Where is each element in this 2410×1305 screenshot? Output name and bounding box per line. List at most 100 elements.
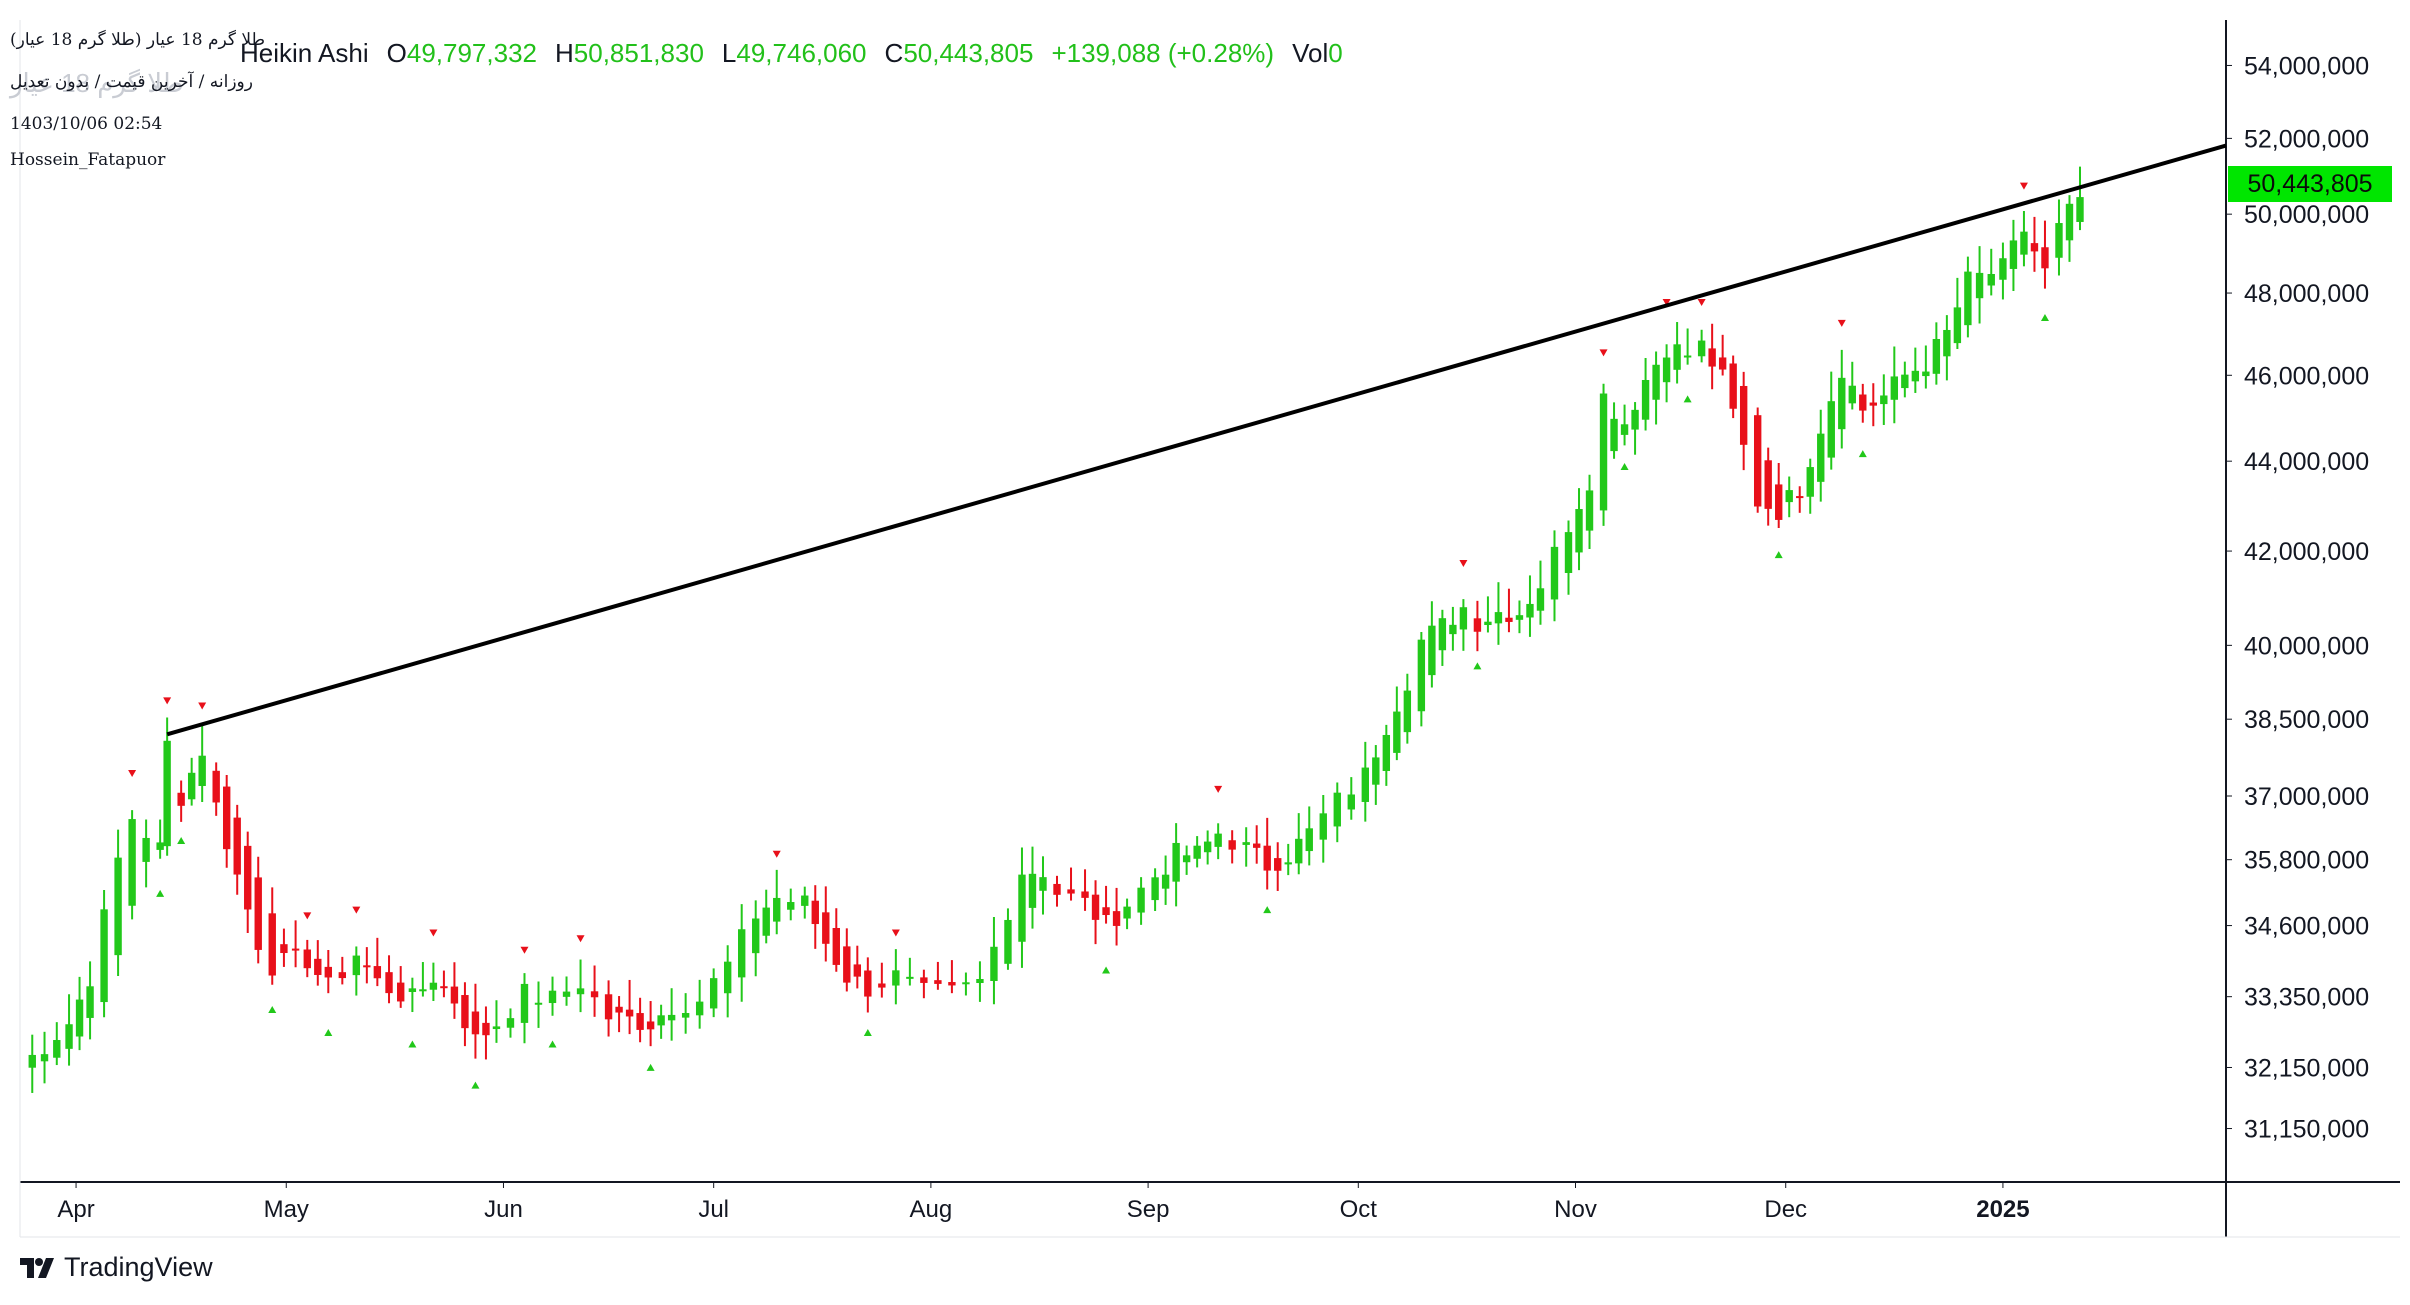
candle-body bbox=[1102, 907, 1110, 916]
candle-up bbox=[2009, 219, 2018, 291]
candle-body bbox=[1838, 377, 1846, 430]
candle-up bbox=[352, 946, 361, 996]
candle-down bbox=[1708, 323, 1716, 390]
candle-body bbox=[303, 949, 311, 969]
candle-up bbox=[1515, 600, 1524, 634]
candle-down bbox=[1081, 869, 1089, 911]
candle-up bbox=[1673, 322, 1681, 384]
candle-up bbox=[695, 979, 704, 1029]
candle-up bbox=[65, 994, 73, 1066]
tradingview-logo[interactable]: TradingView bbox=[20, 1252, 213, 1283]
candle-up bbox=[1428, 601, 1436, 688]
candle-body bbox=[352, 955, 361, 976]
candle-body bbox=[590, 991, 599, 998]
candle-body bbox=[1242, 842, 1250, 845]
candle-up bbox=[1494, 582, 1503, 645]
candle-up bbox=[1137, 877, 1145, 925]
candle-up bbox=[1890, 346, 1899, 424]
candle-up bbox=[1028, 846, 1037, 929]
candle-body bbox=[1112, 911, 1121, 926]
change-value: +139,088 (+0.28%) bbox=[1051, 38, 1275, 68]
low-value: L 49,746,060 bbox=[721, 38, 867, 68]
candle-up bbox=[962, 972, 970, 996]
candle-body bbox=[1708, 348, 1716, 367]
candle-body bbox=[1515, 615, 1524, 620]
candle-body bbox=[280, 944, 288, 954]
candle-body bbox=[28, 1054, 36, 1068]
candle-down bbox=[385, 955, 393, 1004]
candle-body bbox=[429, 982, 438, 990]
trendline-layer[interactable] bbox=[166, 143, 2227, 737]
candle-body bbox=[1067, 889, 1075, 894]
candle-body bbox=[163, 740, 171, 847]
y-axis-ticks: 54,000,000 52,000,000 50,000,000 48,000,000… bbox=[2226, 52, 2369, 1144]
candle-body bbox=[461, 995, 469, 1029]
candle-body bbox=[695, 1001, 704, 1016]
candle-up bbox=[1438, 609, 1447, 666]
pivot-high-marker bbox=[520, 946, 529, 954]
candle-down bbox=[1091, 880, 1100, 945]
candle-body bbox=[1417, 639, 1426, 712]
candle-body bbox=[1305, 828, 1313, 852]
candle-body bbox=[128, 819, 136, 906]
candle-up bbox=[28, 1034, 36, 1093]
candle-down bbox=[450, 962, 459, 1019]
candle-up bbox=[1806, 458, 1814, 514]
candle-down bbox=[1102, 885, 1110, 924]
volume-value: Vol 0 bbox=[1292, 38, 1343, 68]
candle-up bbox=[1039, 856, 1047, 915]
candle-up bbox=[1459, 599, 1468, 651]
candle-body bbox=[832, 928, 840, 965]
candle-body bbox=[2065, 203, 2074, 241]
candle-body bbox=[548, 990, 557, 1004]
candle-up bbox=[100, 890, 108, 1018]
candle-down bbox=[233, 804, 241, 895]
candle-body bbox=[604, 994, 613, 1020]
candle-up bbox=[1631, 402, 1639, 455]
candle-body bbox=[657, 1015, 665, 1026]
candle-down bbox=[864, 957, 872, 1013]
pivot-low-marker bbox=[646, 1063, 655, 1071]
candle-up bbox=[667, 988, 676, 1041]
candle-up bbox=[1922, 345, 1930, 389]
candle-body bbox=[324, 966, 332, 978]
pivot-high-marker bbox=[303, 912, 312, 920]
candle-up bbox=[534, 981, 543, 1028]
candle-up bbox=[429, 962, 438, 1001]
candle-body bbox=[562, 991, 571, 997]
candle-body bbox=[1526, 603, 1534, 618]
candle-body bbox=[948, 982, 956, 986]
candle-body bbox=[1806, 467, 1814, 497]
candle-up bbox=[738, 904, 746, 1002]
candle-down bbox=[471, 983, 480, 1059]
candle-down bbox=[625, 979, 634, 1035]
candle-body bbox=[1274, 858, 1282, 871]
candle-down bbox=[280, 928, 288, 967]
candle-down bbox=[1859, 383, 1867, 423]
candle-body bbox=[843, 946, 851, 983]
candle-up bbox=[53, 1022, 61, 1066]
close-value: C 50,443,805 bbox=[884, 38, 1034, 68]
candle-body bbox=[1987, 273, 1995, 286]
candle-body bbox=[1739, 385, 1748, 445]
candle-up bbox=[1662, 344, 1671, 403]
candle-up bbox=[1620, 404, 1629, 446]
candle-up bbox=[1284, 843, 1292, 876]
ghost-symbol-text: طلا گرم 18 عیار bbox=[10, 68, 184, 98]
candle-up bbox=[1848, 361, 1856, 410]
pivot-high-marker bbox=[1837, 319, 1846, 327]
candle-body bbox=[385, 972, 393, 994]
candle-body bbox=[1585, 490, 1594, 531]
candle-body bbox=[534, 1002, 543, 1005]
pivot-high-marker bbox=[1599, 349, 1608, 357]
candle-down bbox=[604, 980, 613, 1037]
candle-body bbox=[1550, 546, 1559, 600]
y-tick-label: 50,000,000 bbox=[2244, 201, 2369, 229]
pivot-low-marker bbox=[1774, 551, 1783, 559]
trendline[interactable] bbox=[166, 143, 2227, 737]
candle-body bbox=[1697, 340, 1706, 357]
candle-up bbox=[1004, 908, 1012, 970]
x-tick-label: Nov bbox=[1554, 1196, 1597, 1223]
